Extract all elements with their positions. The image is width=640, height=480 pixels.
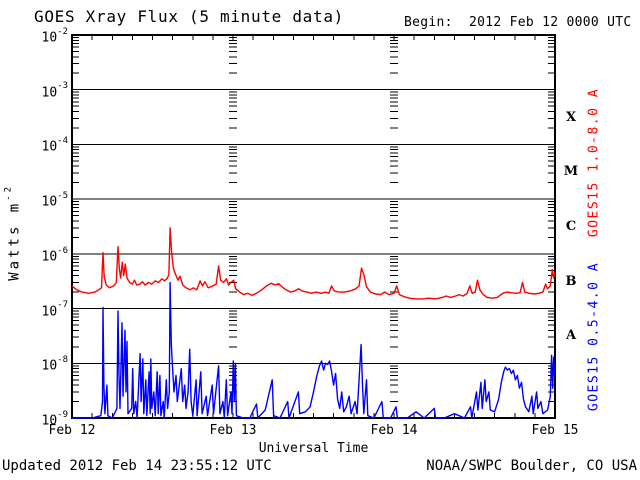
short-channel-series-line: [72, 281, 556, 419]
x-tick-label: Feb 13: [209, 423, 257, 438]
y-tick-label: 10-7: [41, 300, 69, 319]
plot-frame: [71, 34, 556, 419]
flare-class-label: C: [565, 219, 577, 234]
x-axis-label: Universal Time: [258, 441, 369, 456]
y-tick-label: 10-6: [41, 245, 69, 265]
y-tick-label: 10-3: [41, 81, 69, 101]
flare-class-label: M: [563, 164, 579, 180]
chart-title: GOES Xray Flux (5 minute data): [34, 7, 344, 26]
flare-class-label: A: [565, 328, 577, 344]
long-channel-label: GOES15 1.0-8.0 A: [586, 87, 602, 238]
updated-timestamp: Updated 2012 Feb 14 23:55:12 UTC: [2, 458, 272, 474]
x-tick-label: Feb 15: [531, 423, 579, 438]
y-tick-label: 10-5: [41, 190, 69, 210]
x-tick-label: Feb 14: [370, 423, 418, 438]
y-tick-label: 10-2: [41, 26, 69, 46]
y-tick-label: 10-4: [41, 136, 69, 155]
flare-class-label: X: [565, 109, 577, 125]
short-channel-label: GOES15 0.5-4.0 A: [586, 261, 602, 412]
y-axis-label: Watts m-2: [3, 183, 23, 281]
x-tick-label: Feb 12: [48, 423, 96, 438]
source-attribution: NOAA/SWPC Boulder, CO USA: [426, 458, 637, 474]
long-channel-series-line: [71, 227, 556, 300]
flare-class-label: B: [565, 273, 577, 289]
y-tick-label: 10-9: [41, 409, 69, 429]
y-tick-label: 10-8: [41, 355, 69, 374]
begin-timestamp: Begin: 2012 Feb 12 0000 UTC: [404, 15, 632, 30]
